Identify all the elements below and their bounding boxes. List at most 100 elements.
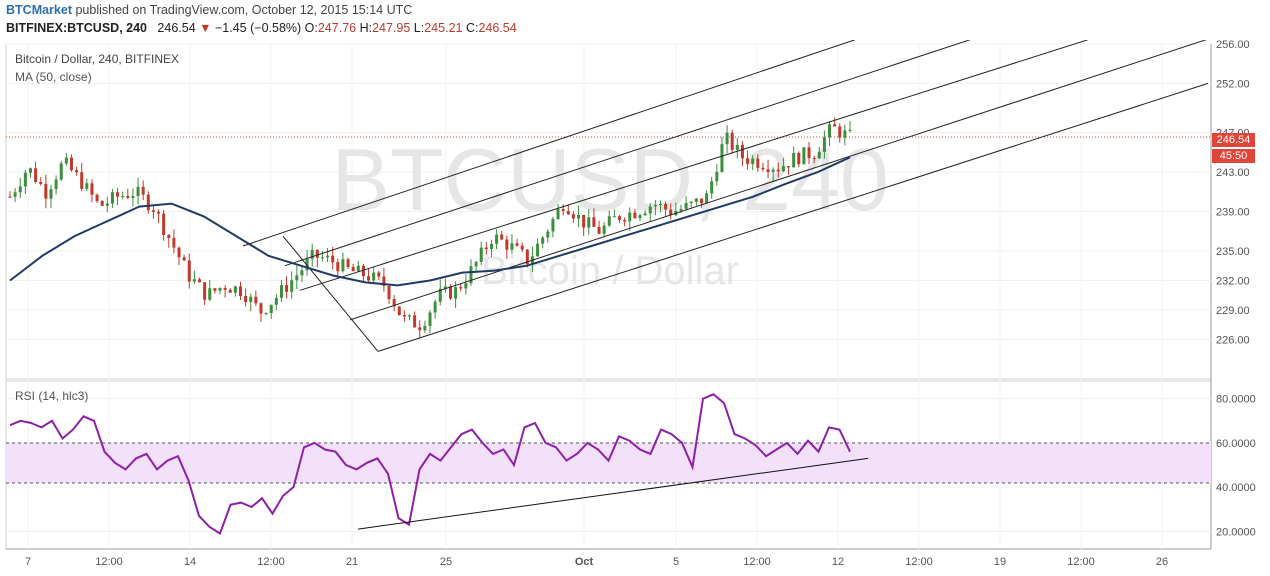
candle-body bbox=[305, 258, 309, 271]
candle-body bbox=[792, 152, 796, 168]
rsi-tick-label: 80.0000 bbox=[1216, 394, 1256, 406]
symbol-line: BITFINEX:BTCUSD, 240 246.54 ▼ −1.45 (−0.… bbox=[6, 21, 517, 35]
candle-body bbox=[828, 124, 832, 138]
price-tick-label: 232.00 bbox=[1216, 275, 1250, 287]
candle-body bbox=[710, 181, 714, 194]
candle-body bbox=[459, 287, 463, 289]
time-tick-label: 14 bbox=[184, 556, 196, 568]
candle-body bbox=[643, 213, 647, 216]
candle-body bbox=[75, 170, 79, 173]
low-label: L: bbox=[413, 21, 425, 35]
candle-body bbox=[720, 144, 724, 172]
candle-body bbox=[454, 287, 458, 299]
candle-body bbox=[192, 279, 196, 282]
rsi-trendline[interactable] bbox=[357, 457, 869, 530]
candle-body bbox=[300, 270, 304, 276]
price-chart[interactable]: BTCUSD, 240 Bitcoin / Dollar 256.00 252.0… bbox=[0, 40, 1270, 576]
price-tick-label: 239.00 bbox=[1216, 207, 1250, 219]
candle-body bbox=[484, 247, 488, 249]
pitchfork-line[interactable] bbox=[349, 40, 1208, 321]
candle-body bbox=[413, 315, 417, 328]
candle-body bbox=[44, 183, 48, 199]
rsi-legend[interactable]: RSI (14, hlc3) bbox=[15, 389, 89, 403]
candle-body bbox=[387, 285, 391, 300]
close-value: 246.54 bbox=[478, 21, 517, 35]
candle-body bbox=[64, 157, 68, 164]
candle-body bbox=[556, 209, 560, 219]
candle-body bbox=[771, 169, 775, 173]
pitchfork-handle[interactable] bbox=[282, 235, 379, 352]
candle-body bbox=[285, 285, 289, 292]
candle-body bbox=[100, 201, 104, 206]
candle-body bbox=[326, 255, 330, 258]
candle-body bbox=[213, 288, 217, 291]
time-tick-label: 12:00 bbox=[95, 556, 123, 568]
time-tick-label: 12:00 bbox=[257, 556, 285, 568]
price-axis-labels: 256.00252.00247.00243.00239.00235.00232.… bbox=[1216, 40, 1250, 347]
candle-body bbox=[320, 257, 324, 259]
ma-legend[interactable]: MA (50, close) bbox=[15, 70, 92, 84]
candle-body bbox=[633, 212, 637, 219]
candles-layer bbox=[8, 117, 852, 339]
candle-body bbox=[274, 297, 278, 305]
candle-body bbox=[34, 168, 38, 183]
candle-body bbox=[408, 315, 412, 317]
candle-body bbox=[740, 144, 744, 159]
candle-body bbox=[433, 301, 437, 313]
candle-body bbox=[833, 124, 837, 127]
candle-body bbox=[151, 210, 155, 212]
candle-body bbox=[746, 158, 750, 164]
price-tick-label: 256.00 bbox=[1216, 40, 1250, 51]
candle-body bbox=[116, 192, 120, 197]
candle-body bbox=[397, 306, 401, 315]
time-tick-label: 19 bbox=[994, 556, 1006, 568]
watermark-symbol: BTCUSD, 240 bbox=[331, 130, 889, 229]
candle-body bbox=[438, 288, 442, 302]
candle-body bbox=[315, 249, 319, 258]
pane-title: Bitcoin / Dollar, 240, BITFINEX bbox=[15, 52, 180, 66]
candle-body bbox=[653, 205, 657, 207]
symbol-label[interactable]: BITFINEX:BTCUSD, 240 bbox=[6, 21, 147, 35]
candle-body bbox=[838, 126, 842, 138]
candle-body bbox=[664, 204, 668, 210]
candle-body bbox=[23, 172, 27, 187]
candle-body bbox=[577, 214, 581, 219]
pitchfork-line[interactable] bbox=[284, 40, 972, 267]
candle-body bbox=[310, 249, 314, 259]
candle-body bbox=[356, 265, 360, 272]
price-tick-label: 252.00 bbox=[1216, 78, 1250, 90]
candle-body bbox=[658, 204, 662, 206]
candle-body bbox=[131, 196, 135, 198]
candle-body bbox=[259, 303, 263, 314]
candle-body bbox=[551, 218, 555, 232]
candle-body bbox=[187, 260, 191, 282]
candle-body bbox=[699, 198, 703, 204]
pitchfork-line[interactable] bbox=[377, 82, 1209, 352]
pitchfork-line[interactable] bbox=[299, 40, 1090, 291]
candle-body bbox=[546, 231, 550, 238]
candle-body bbox=[510, 243, 514, 250]
candle-body bbox=[249, 296, 253, 303]
pitchfork-line[interactable] bbox=[242, 40, 857, 247]
candle-body bbox=[520, 245, 524, 250]
candle-body bbox=[121, 195, 125, 197]
pitchfork-drawing[interactable] bbox=[242, 40, 1209, 352]
candle-body bbox=[448, 286, 452, 299]
candle-body bbox=[776, 169, 780, 172]
candle-body bbox=[479, 247, 483, 263]
candle-body bbox=[822, 137, 826, 152]
open-value: 247.76 bbox=[317, 21, 357, 35]
candle-body bbox=[725, 132, 729, 145]
candle-body bbox=[295, 275, 299, 281]
candle-body bbox=[228, 289, 232, 293]
candle-body bbox=[382, 276, 386, 286]
candle-body bbox=[146, 194, 150, 211]
candle-body bbox=[787, 166, 791, 168]
candle-body bbox=[39, 182, 43, 184]
candle-body bbox=[223, 288, 227, 290]
candle-body bbox=[59, 163, 63, 180]
publisher-name[interactable]: BTCMarket bbox=[6, 3, 72, 17]
rsi-band bbox=[6, 443, 1211, 483]
candle-body bbox=[669, 209, 673, 216]
candle-body bbox=[648, 206, 652, 214]
